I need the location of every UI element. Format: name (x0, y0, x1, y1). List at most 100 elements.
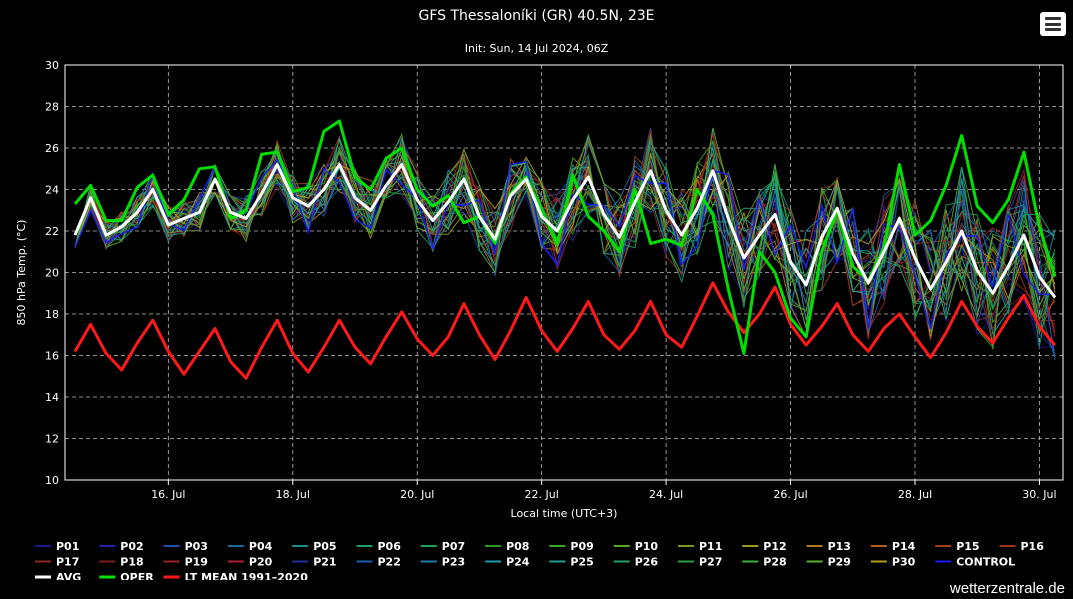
legend-item: P20 (227, 556, 273, 569)
x-tick-label: 18. Jul (276, 488, 310, 501)
legend-item: P11 (678, 540, 722, 553)
legend-item: P09 (549, 540, 594, 553)
legend-item: P04 (227, 540, 273, 553)
legend-label: P29 (828, 556, 851, 569)
site-credit: wetterzentrale.de (949, 580, 1065, 597)
y-tick-label: 30 (45, 59, 59, 72)
legend-item: P17 (35, 556, 79, 569)
y-tick-label: 14 (45, 391, 59, 404)
x-tick-label: 28. Jul (898, 488, 932, 501)
legend-item: P08 (485, 540, 529, 553)
y-tick-label: 12 (45, 433, 59, 446)
x-tick-label: 16. Jul (151, 488, 185, 501)
legend-label: P03 (185, 540, 208, 553)
plot-frame (64, 64, 1064, 481)
y-tick-label: 24 (45, 184, 59, 197)
legend-item: P29 (806, 556, 851, 569)
legend-label: LT MEAN 1991–2020 (185, 571, 309, 580)
legend-item: P28 (742, 556, 787, 569)
legend-item: LT MEAN 1991–2020 (163, 571, 309, 580)
legend-item: P14 (870, 540, 916, 553)
legend-label: P17 (56, 556, 79, 569)
legend-item: P19 (163, 556, 208, 569)
y-tick-label: 18 (45, 308, 59, 321)
legend-label: P25 (570, 556, 593, 569)
legend-item: P25 (549, 556, 594, 569)
legend-item: P15 (935, 540, 980, 553)
legend-label: P12 (763, 540, 786, 553)
axes: 10 12 14 16 18 20 22 24 26 28 30 16. Jul 18. Jul 20. … (15, 59, 1064, 520)
y-tick-label: 22 (45, 225, 59, 238)
y-axis-title: 850 hPa Temp. (°C) (15, 220, 28, 326)
legend-label: P04 (249, 540, 273, 553)
x-axis-title: Local time (UTC+3) (511, 507, 618, 520)
legend-label: P26 (635, 556, 659, 569)
legend-label: OPER (120, 571, 154, 580)
x-tick-label: 24. Jul (649, 488, 683, 501)
legend-label: P24 (506, 556, 530, 569)
x-tick-label: 26. Jul (773, 488, 807, 501)
y-tick-label: 20 (45, 267, 59, 280)
legend-label: P30 (892, 556, 916, 569)
legend-label: P10 (635, 540, 659, 553)
legend-item: P30 (870, 556, 916, 569)
legend-label: P09 (570, 540, 593, 553)
x-tick-label: 22. Jul (525, 488, 559, 501)
y-tick-label: 16 (45, 350, 59, 363)
legend-label: P08 (506, 540, 529, 553)
legend-item: P01 (35, 540, 79, 553)
legend-label: P15 (956, 540, 979, 553)
legend-label: CONTROL (956, 556, 1015, 569)
legend-label: P13 (828, 540, 851, 553)
legend-item: P26 (613, 556, 659, 569)
y-tick-label: 26 (45, 142, 59, 155)
y-tick-label: 28 (45, 101, 59, 114)
legend-label: P19 (185, 556, 208, 569)
legend-item: P18 (99, 556, 144, 569)
legend-item: P27 (678, 556, 722, 569)
series-p23 (74, 150, 1056, 320)
legend-item: AVG (35, 571, 81, 580)
legend-label: P01 (56, 540, 79, 553)
legend-label: P05 (313, 540, 336, 553)
legend-item: P05 (292, 540, 337, 553)
y-tick-label: 10 (45, 474, 59, 487)
x-tick-label: 30. Jul (1022, 488, 1056, 501)
legend-label: P23 (442, 556, 465, 569)
legend-item: P10 (613, 540, 659, 553)
legend-item: P06 (356, 540, 402, 553)
legend-item: P24 (485, 556, 530, 569)
chart-subtitle: Init: Sun, 14 Jul 2024, 06Z (464, 42, 609, 55)
legend-item: P21 (292, 556, 337, 569)
legend-label: P11 (699, 540, 722, 553)
x-tick-label: 20. Jul (400, 488, 434, 501)
legend-label: P27 (699, 556, 722, 569)
legend-item: P02 (99, 540, 144, 553)
chart-svg: 10 12 14 16 18 20 22 24 26 28 30 16. Jul 18. Jul 20. … (15, 59, 1064, 580)
legend-label: P07 (442, 540, 465, 553)
series-avg (73, 163, 1057, 299)
legend-label: P14 (892, 540, 916, 553)
legend-label: P21 (313, 556, 336, 569)
legend-label: AVG (56, 571, 81, 580)
legend-item: OPER (99, 571, 154, 580)
legend-item: P16 (999, 540, 1045, 553)
legend-label: P02 (120, 540, 143, 553)
legend-item: P13 (806, 540, 851, 553)
legend-item: P12 (742, 540, 787, 553)
legend-label: P28 (763, 556, 786, 569)
hamburger-menu-icon[interactable] (1040, 12, 1066, 36)
legend-label: P18 (120, 556, 143, 569)
legend-label: P16 (1021, 540, 1045, 553)
series-lt-mean-1991-2020 (73, 281, 1057, 380)
chart-title: GFS Thessaloníki (GR) 40.5N, 23E (418, 8, 655, 24)
main-series (73, 119, 1057, 380)
legend-item: P03 (163, 540, 208, 553)
legend-item: CONTROL (935, 556, 1015, 569)
legend-item: P23 (420, 556, 465, 569)
legend-label: P06 (378, 540, 402, 553)
legend-item: P07 (420, 540, 465, 553)
legend-label: P22 (378, 556, 401, 569)
legend-item: P22 (356, 556, 401, 569)
series-p03 (74, 127, 1056, 355)
